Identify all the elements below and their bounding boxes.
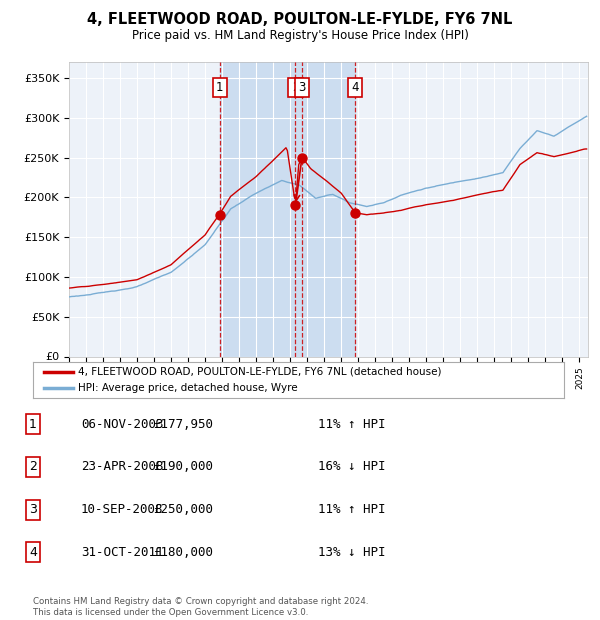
Text: 3: 3	[29, 503, 37, 516]
Bar	[220, 62, 355, 356]
Text: 3: 3	[298, 81, 305, 94]
Text: £180,000: £180,000	[153, 546, 213, 559]
Text: 11% ↑ HPI: 11% ↑ HPI	[318, 503, 386, 516]
Text: Price paid vs. HM Land Registry's House Price Index (HPI): Price paid vs. HM Land Registry's House …	[131, 30, 469, 42]
Text: £250,000: £250,000	[153, 503, 213, 516]
Text: 2: 2	[292, 81, 299, 94]
Text: 4: 4	[352, 81, 359, 94]
Text: 11% ↑ HPI: 11% ↑ HPI	[318, 418, 386, 431]
Text: 1: 1	[29, 418, 37, 431]
Text: 4, FLEETWOOD ROAD, POULTON-LE-FYLDE, FY6 7NL: 4, FLEETWOOD ROAD, POULTON-LE-FYLDE, FY6…	[88, 12, 512, 27]
Text: 06-NOV-2003: 06-NOV-2003	[81, 418, 163, 431]
Text: £190,000: £190,000	[153, 461, 213, 474]
Text: 10-SEP-2008: 10-SEP-2008	[81, 503, 163, 516]
Text: 13% ↓ HPI: 13% ↓ HPI	[318, 546, 386, 559]
Text: Contains HM Land Registry data © Crown copyright and database right 2024.
This d: Contains HM Land Registry data © Crown c…	[33, 598, 368, 617]
Text: HPI: Average price, detached house, Wyre: HPI: Average price, detached house, Wyre	[78, 383, 298, 393]
Text: 31-OCT-2011: 31-OCT-2011	[81, 546, 163, 559]
Text: 4, FLEETWOOD ROAD, POULTON-LE-FYLDE, FY6 7NL (detached house): 4, FLEETWOOD ROAD, POULTON-LE-FYLDE, FY6…	[78, 367, 442, 377]
Text: 4: 4	[29, 546, 37, 559]
Text: 16% ↓ HPI: 16% ↓ HPI	[318, 461, 386, 474]
Text: 23-APR-2008: 23-APR-2008	[81, 461, 163, 474]
Text: 2: 2	[29, 461, 37, 474]
Text: £177,950: £177,950	[153, 418, 213, 431]
Text: 1: 1	[216, 81, 223, 94]
